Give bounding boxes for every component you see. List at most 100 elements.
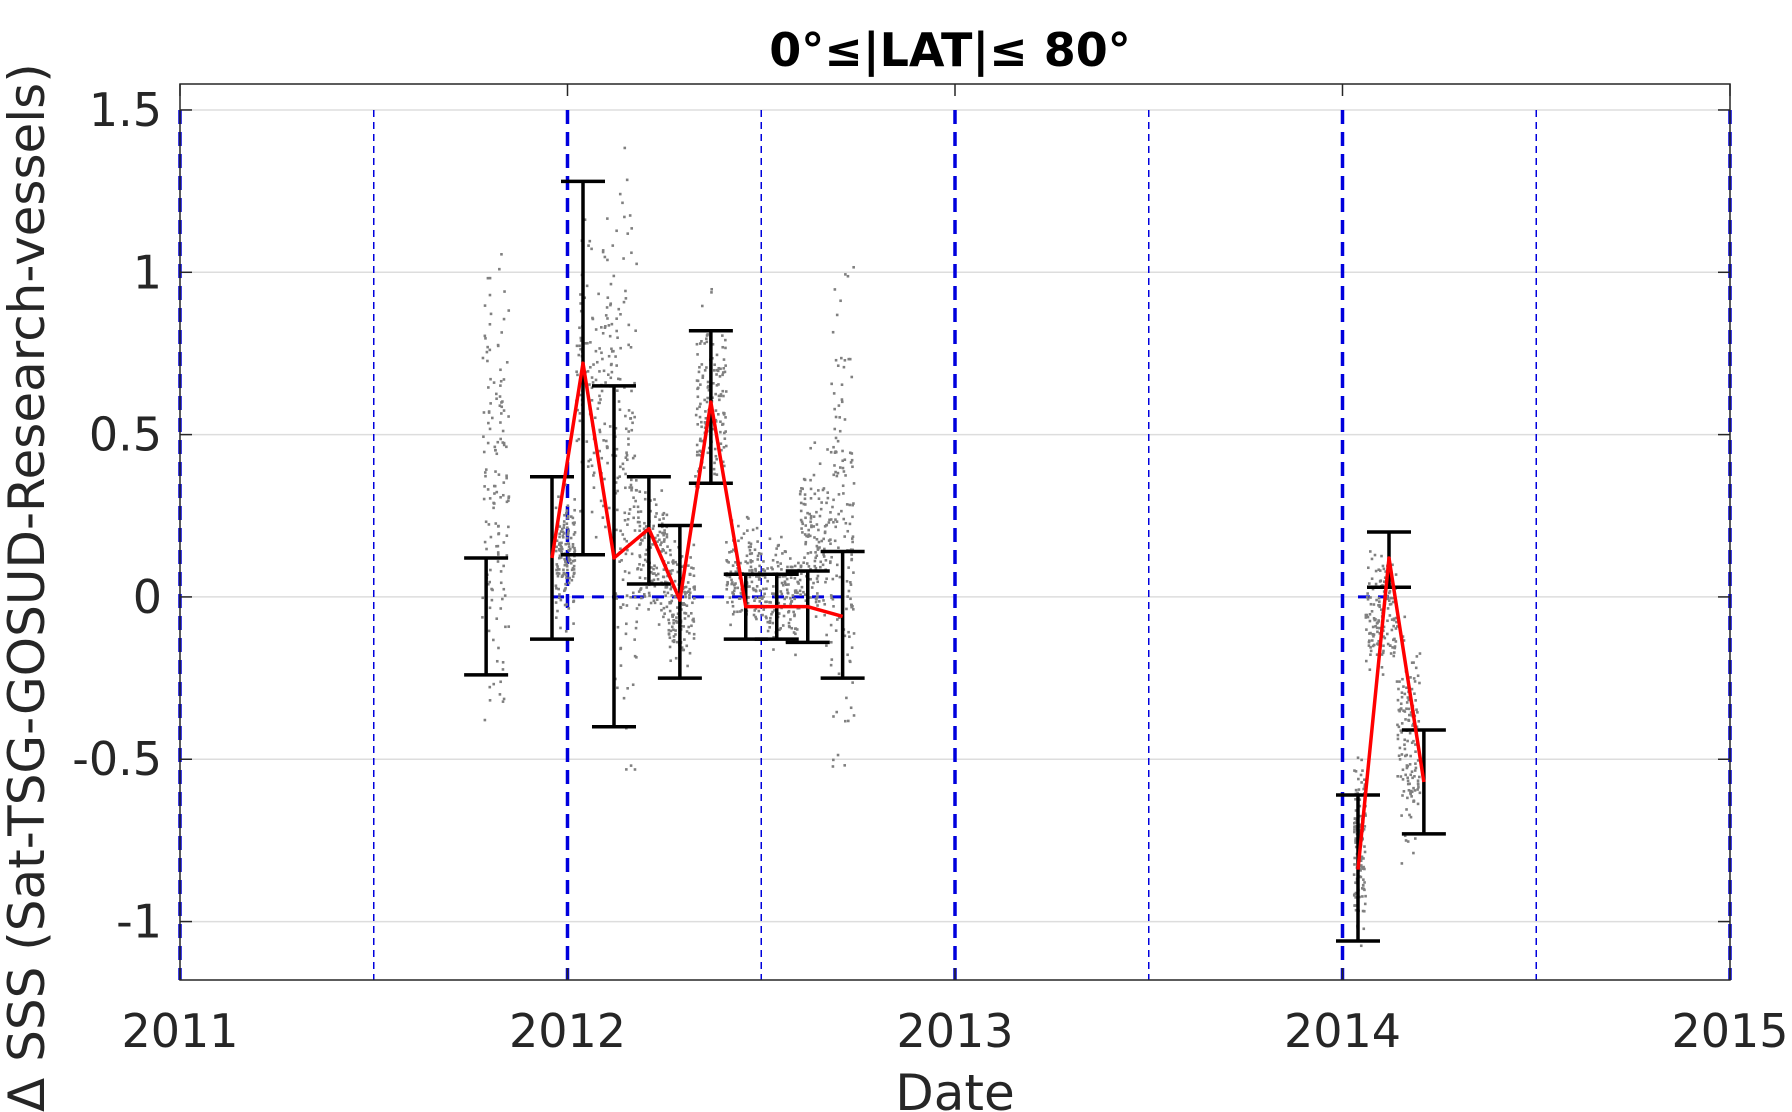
scatter-point xyxy=(619,547,622,551)
scatter-point xyxy=(495,659,499,663)
scatter-point xyxy=(645,548,649,552)
scatter-point xyxy=(494,449,497,452)
scatter-point xyxy=(766,579,769,583)
scatter-point xyxy=(1413,774,1416,778)
scatter-point xyxy=(567,607,571,610)
scatter-point xyxy=(680,646,684,649)
scatter-point xyxy=(1392,651,1396,654)
scatter-point xyxy=(630,552,634,556)
scatter-point xyxy=(1397,708,1401,712)
scatter-point xyxy=(798,589,802,593)
scatter-point xyxy=(800,585,804,589)
scatter-point xyxy=(1353,821,1357,824)
scatter-point xyxy=(703,342,706,345)
scatter-point xyxy=(500,253,503,256)
mean-series-line xyxy=(550,361,844,619)
scatter-point xyxy=(562,571,566,575)
scatter-point xyxy=(851,681,854,684)
scatter-point xyxy=(825,633,828,637)
scatter-point xyxy=(787,621,791,625)
scatter-point xyxy=(579,339,583,342)
scatter-point xyxy=(659,543,662,547)
scatter-point xyxy=(623,518,627,522)
scatter-point xyxy=(499,495,502,499)
scatter-point xyxy=(626,458,629,462)
scatter-point xyxy=(642,593,646,596)
scatter-point xyxy=(724,430,727,433)
scatter-point xyxy=(664,594,667,597)
scatter-point xyxy=(633,654,637,658)
scatter-point xyxy=(617,400,621,403)
scatter-point xyxy=(1386,632,1389,636)
scatter-point xyxy=(695,443,699,447)
scatter-point xyxy=(700,339,703,343)
scatter-point xyxy=(834,415,838,419)
scatter-point xyxy=(822,555,826,558)
scatter-point xyxy=(817,528,820,532)
scatter-point xyxy=(577,437,581,441)
scatter-point xyxy=(486,276,490,280)
scatter-point xyxy=(589,341,592,344)
scatter-point xyxy=(650,566,653,569)
scatter-point xyxy=(772,585,775,588)
scatter-point xyxy=(1416,802,1420,806)
scatter-point xyxy=(793,589,797,593)
scatter-point xyxy=(805,534,808,538)
scatter-point xyxy=(604,381,607,384)
scatter-point xyxy=(1360,857,1363,860)
scatter-point xyxy=(787,610,790,614)
scatter-point xyxy=(624,427,628,431)
scatter-point xyxy=(558,532,561,536)
scatter-point xyxy=(1405,808,1408,811)
scatter-point xyxy=(1399,702,1403,706)
scatter-point xyxy=(713,447,717,451)
scatter-point xyxy=(638,529,641,533)
scatter-point xyxy=(790,599,794,603)
scatter-point xyxy=(683,590,686,594)
scatter-point xyxy=(781,552,784,555)
scatter-point xyxy=(630,478,633,482)
scatter-point xyxy=(498,404,502,407)
scatter-point xyxy=(655,598,659,601)
scatter-point xyxy=(714,409,718,412)
scatter-point xyxy=(488,427,492,431)
scatter-point xyxy=(648,594,651,597)
scatter-point xyxy=(1408,713,1411,717)
scatter-point xyxy=(625,539,629,543)
scatter-point xyxy=(618,192,622,196)
scatter-point xyxy=(768,619,772,623)
scatter-point xyxy=(810,525,813,529)
scatter-point xyxy=(781,575,785,578)
scatter-point xyxy=(588,383,591,386)
scatter-point xyxy=(565,576,568,580)
scatter-point xyxy=(729,623,732,627)
scatter-point xyxy=(662,606,666,610)
scatter-point xyxy=(611,244,615,247)
scatter-point xyxy=(657,623,661,626)
scatter-point xyxy=(578,344,581,348)
scatter-point xyxy=(586,341,589,345)
scatter-point xyxy=(733,586,737,590)
scatter-point xyxy=(1360,781,1363,784)
scatter-point xyxy=(820,501,823,504)
scatter-point xyxy=(1406,739,1409,743)
scatter-point xyxy=(592,486,596,489)
scatter-point xyxy=(829,538,832,541)
scatter-point xyxy=(600,351,603,355)
scatter-point xyxy=(1409,676,1412,679)
scatter-point xyxy=(692,617,695,621)
scatter-point xyxy=(501,700,505,703)
scatter-point xyxy=(616,686,619,690)
scatter-point xyxy=(755,617,758,621)
scatter-point xyxy=(626,232,630,235)
scatter-point xyxy=(717,394,721,398)
scatter-point xyxy=(1353,856,1356,860)
scatter-point xyxy=(1368,550,1372,553)
scatter-point xyxy=(754,607,758,610)
scatter-point xyxy=(1362,787,1365,791)
scatter-point xyxy=(809,596,812,599)
scatter-point xyxy=(565,564,569,568)
scatter-point xyxy=(653,564,656,568)
scatter-point xyxy=(725,587,729,591)
scatter-point xyxy=(589,458,592,461)
